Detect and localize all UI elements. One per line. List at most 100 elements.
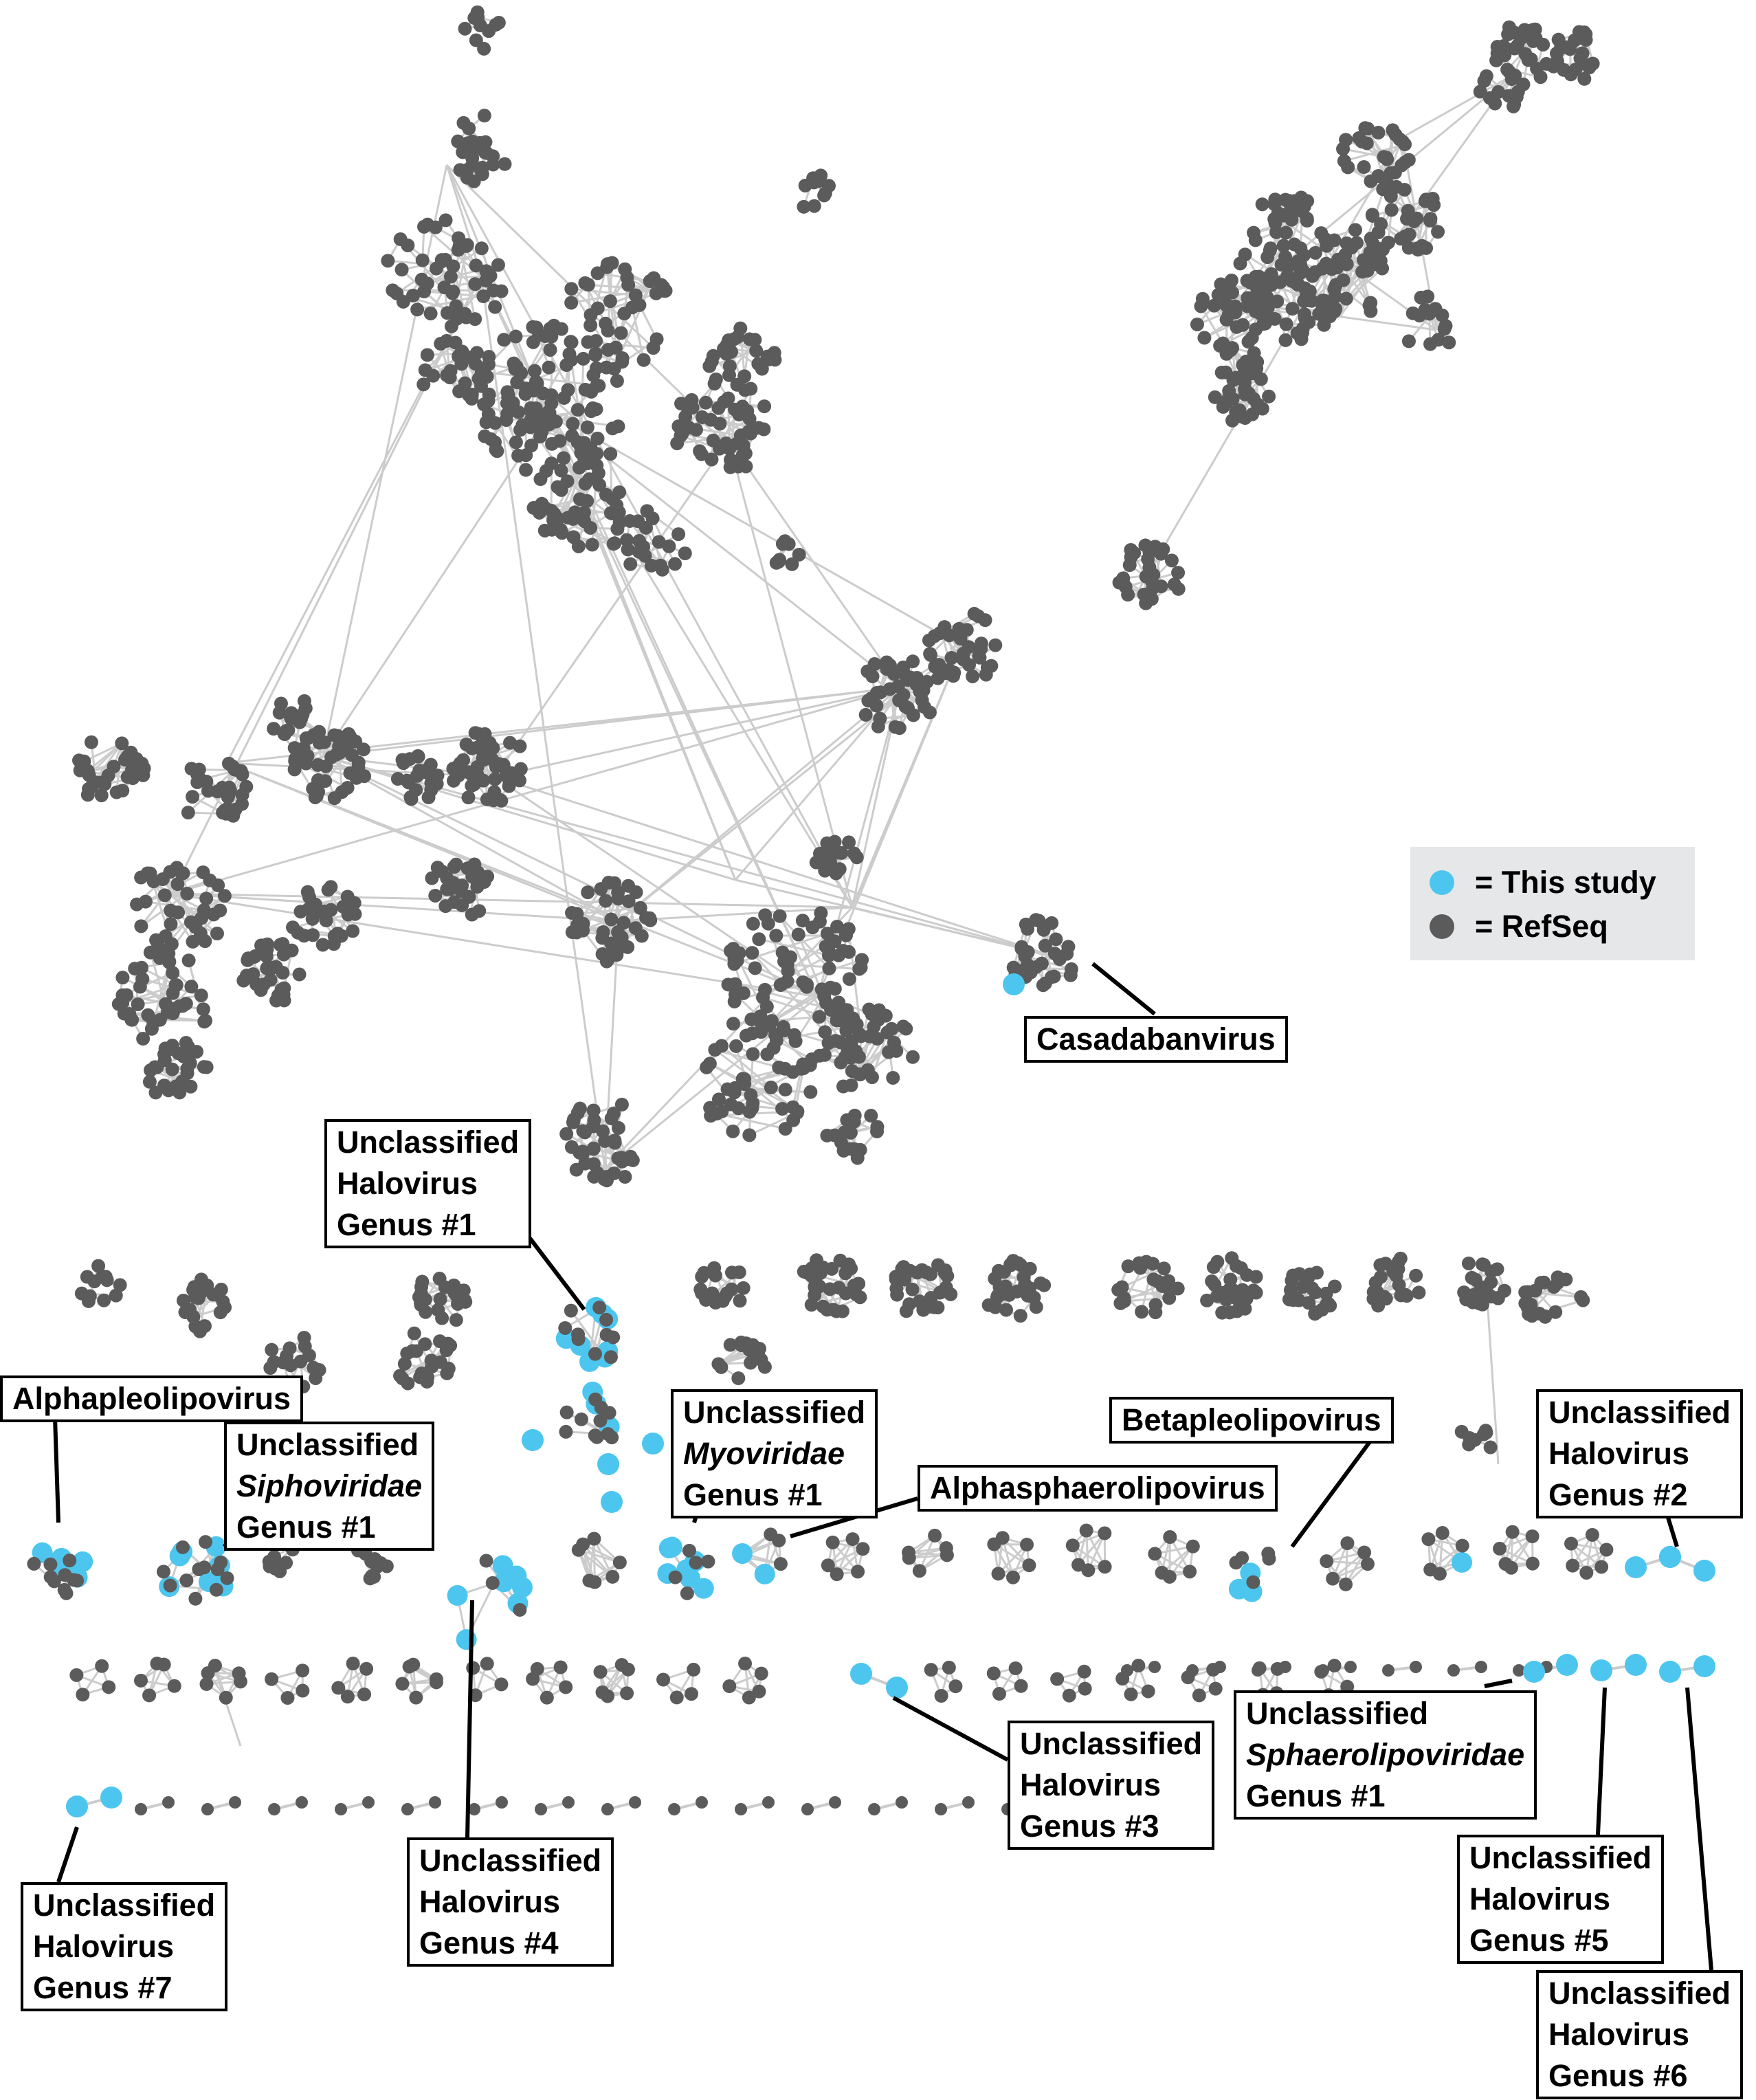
refseq-node bbox=[728, 977, 742, 991]
refseq-node bbox=[967, 606, 981, 621]
refseq-node bbox=[746, 916, 760, 931]
label-leader-lines bbox=[53, 962, 1713, 1971]
refseq-node bbox=[728, 402, 742, 417]
refseq-node bbox=[604, 912, 619, 927]
refseq-node bbox=[175, 1540, 190, 1554]
edge bbox=[709, 1063, 794, 1109]
this-study-node bbox=[732, 1543, 753, 1564]
refseq-node bbox=[1241, 291, 1255, 305]
refseq-node bbox=[296, 1796, 308, 1809]
refseq-node bbox=[157, 888, 172, 903]
refseq-node bbox=[838, 1266, 853, 1281]
refseq-node bbox=[311, 773, 325, 788]
refseq-node bbox=[1294, 332, 1309, 346]
refseq-node bbox=[1463, 1431, 1477, 1446]
refseq-node bbox=[992, 1264, 1007, 1279]
label-unclassified-halovirus-genus-3: Unclassified Halovirus Genus #3 bbox=[1008, 1721, 1215, 1850]
refseq-node bbox=[429, 261, 443, 276]
refseq-node bbox=[524, 405, 538, 419]
refseq-node bbox=[559, 1424, 573, 1439]
refseq-node bbox=[1171, 582, 1186, 596]
leader-line bbox=[53, 1417, 60, 1523]
refseq-node bbox=[1020, 1538, 1034, 1552]
refseq-node bbox=[1014, 1679, 1028, 1693]
this-study-node bbox=[693, 1578, 714, 1599]
refseq-node bbox=[1308, 245, 1322, 260]
refseq-node bbox=[1330, 261, 1344, 275]
refseq-node bbox=[1522, 1307, 1536, 1321]
refseq-node bbox=[265, 1342, 279, 1357]
refseq-node bbox=[1338, 247, 1353, 262]
refseq-node bbox=[340, 1690, 355, 1704]
refseq-node bbox=[1305, 1281, 1320, 1296]
refseq-node bbox=[916, 1303, 931, 1317]
refseq-node bbox=[429, 1672, 443, 1686]
label-unclassified-halovirus-genus-1: Unclassified Halovirus Genus #1 bbox=[324, 1119, 532, 1248]
refseq-node bbox=[858, 707, 873, 722]
refseq-node bbox=[461, 791, 476, 805]
refseq-node bbox=[494, 1677, 509, 1692]
refseq-node bbox=[1513, 1664, 1525, 1677]
refseq-node bbox=[559, 358, 574, 373]
refseq-node bbox=[1183, 1565, 1197, 1579]
refseq-node bbox=[867, 657, 882, 672]
refseq-node bbox=[1468, 1272, 1482, 1287]
refseq-node bbox=[1374, 1270, 1388, 1284]
refseq-node bbox=[197, 1015, 212, 1029]
refseq-node bbox=[363, 1571, 377, 1586]
refseq-node bbox=[357, 1687, 372, 1701]
leader-line bbox=[1685, 1687, 1713, 1971]
refseq-node bbox=[519, 463, 533, 477]
refseq-node bbox=[1023, 1281, 1037, 1296]
refseq-node bbox=[1405, 306, 1420, 320]
refseq-node bbox=[807, 199, 821, 213]
refseq-node bbox=[176, 1293, 190, 1307]
refseq-node bbox=[346, 924, 360, 938]
refseq-node bbox=[1133, 1261, 1148, 1275]
refseq-node bbox=[1276, 239, 1291, 253]
refseq-node bbox=[671, 527, 686, 542]
refseq-node bbox=[181, 953, 196, 968]
refseq-node bbox=[862, 1002, 876, 1017]
refseq-node bbox=[476, 289, 491, 304]
refseq-node bbox=[500, 407, 515, 421]
refseq-node bbox=[902, 1297, 917, 1312]
refseq-node bbox=[1423, 212, 1438, 226]
this-study-node bbox=[1590, 1659, 1612, 1681]
refseq-node bbox=[465, 907, 479, 922]
refseq-node bbox=[405, 1344, 420, 1358]
refseq-node bbox=[606, 1330, 621, 1345]
this-study-node bbox=[1659, 1661, 1681, 1683]
refseq-node bbox=[412, 1290, 426, 1304]
edge bbox=[716, 1112, 786, 1130]
edge bbox=[557, 483, 586, 520]
refseq-node bbox=[816, 1260, 830, 1274]
this-study-node bbox=[456, 1629, 477, 1650]
refseq-node bbox=[480, 1657, 494, 1671]
refseq-node bbox=[356, 742, 370, 757]
refseq-node bbox=[144, 1063, 158, 1077]
refseq-node bbox=[1395, 135, 1410, 149]
refseq-node bbox=[1215, 1305, 1230, 1320]
refseq-node bbox=[324, 903, 338, 917]
refseq-node bbox=[1340, 1536, 1355, 1551]
refseq-node bbox=[395, 753, 410, 767]
label-alphapleolipovirus: Alphapleolipovirus bbox=[0, 1375, 304, 1422]
refseq-node bbox=[1482, 91, 1497, 105]
refseq-node bbox=[1431, 333, 1445, 347]
refseq-node bbox=[731, 459, 746, 474]
refseq-node bbox=[526, 320, 540, 334]
refseq-node bbox=[729, 987, 743, 1002]
refseq-node bbox=[1170, 1281, 1185, 1296]
refseq-node bbox=[1308, 265, 1322, 279]
refseq-node bbox=[1357, 160, 1371, 175]
refseq-node bbox=[566, 417, 580, 431]
refseq-node bbox=[564, 1140, 579, 1154]
refseq-node bbox=[409, 783, 423, 797]
refseq-node bbox=[466, 1661, 480, 1675]
refseq-node bbox=[566, 530, 581, 544]
refseq-node bbox=[584, 441, 598, 455]
refseq-node bbox=[220, 1571, 234, 1585]
refseq-node bbox=[1214, 1661, 1226, 1673]
refseq-node bbox=[906, 654, 920, 669]
